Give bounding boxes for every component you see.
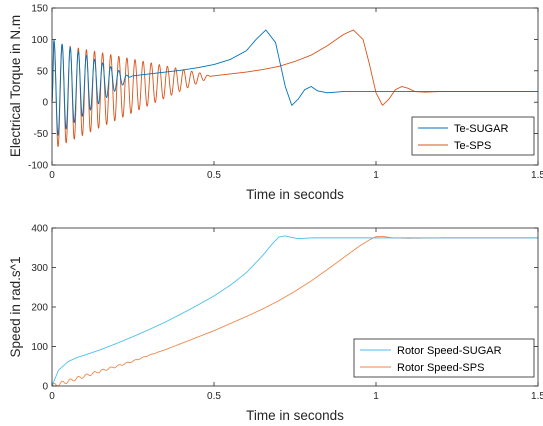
bottom-subplot: 0 0.5 1 1.5 0 100 200 300 400 Time in seconds S…	[8, 224, 543, 424]
bottom-x-tick-label: 1.5	[531, 391, 543, 402]
bottom-y-tick-label: 400	[31, 224, 48, 235]
top-legend-label-sps: Te-SPS	[454, 140, 491, 152]
bottom-legend-label-sugar: Rotor Speed-SUGAR	[397, 345, 502, 357]
top-series-line-sugar	[51, 29, 539, 136]
bottom-legend-box	[353, 338, 535, 378]
bottom-x-tick-label: 0	[49, 391, 55, 402]
top-legend-box	[411, 116, 535, 156]
top-legend: Te-SUGAR Te-SPS	[411, 116, 535, 156]
bottom-y-tick-label: 300	[31, 263, 48, 274]
bottom-y-tick-label: 200	[31, 303, 48, 314]
bottom-legend: Rotor Speed-SUGAR Rotor Speed-SPS	[353, 338, 535, 378]
top-series-lines	[51, 29, 539, 147]
bottom-x-axis-label: Time in seconds	[246, 408, 344, 423]
bottom-x-tick-label: 1	[373, 391, 379, 402]
top-x-axis-label: Time in seconds	[246, 187, 344, 202]
bottom-y-axis-label: Speed in rad.s^1	[8, 257, 23, 358]
top-y-tick-label: 0	[42, 98, 48, 109]
top-y-axis-label: Electrical Torque in N.m	[8, 15, 23, 157]
top-y-tick-label: 150	[31, 4, 48, 15]
top-y-tick-label: 100	[31, 35, 48, 46]
top-x-tick-label: 1	[373, 170, 379, 181]
bottom-legend-label-sps: Rotor Speed-SPS	[397, 362, 484, 374]
bottom-y-tick-label: 100	[31, 342, 48, 353]
bottom-series-line-sugar	[51, 235, 539, 387]
top-y-tick-label: -100	[28, 161, 48, 172]
top-subplot: 0 0.5 1 1.5 -100 -50 0 50 100 150 Time in second…	[8, 4, 543, 203]
bottom-series-lines	[51, 235, 539, 387]
top-plot-frame	[51, 7, 539, 166]
top-legend-label-sugar: Te-SUGAR	[454, 123, 508, 135]
top-x-tick-label: 0.5	[207, 170, 221, 181]
bottom-x-tick-label: 0.5	[207, 391, 221, 402]
bottom-y-tick-label: 0	[42, 382, 48, 393]
top-x-tick-label: 1.5	[531, 170, 543, 181]
bottom-plot-frame	[51, 227, 539, 387]
top-y-tick-label: 50	[37, 66, 49, 77]
top-x-tick-label: 0	[49, 170, 55, 181]
top-y-tick-label: -50	[34, 129, 49, 140]
